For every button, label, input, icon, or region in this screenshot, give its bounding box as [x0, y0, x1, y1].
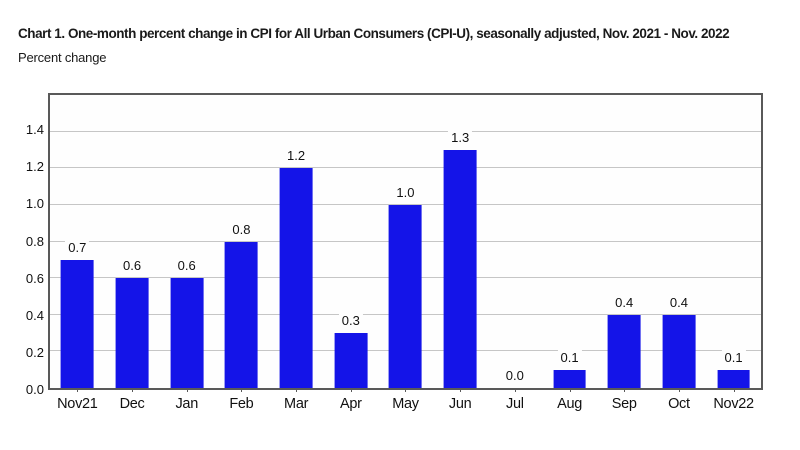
- bar-slot: 0.6 Dec: [105, 95, 160, 412]
- x-axis-tick-mark: [624, 388, 626, 392]
- bar-value-label: 0.4: [612, 294, 637, 310]
- bar-slot: 0.1 Nov22: [706, 95, 761, 412]
- x-axis-label: Oct: [668, 396, 690, 412]
- gridline: [50, 130, 761, 132]
- bar-slot: 0.3 Apr: [323, 95, 378, 412]
- x-axis-label: Mar: [284, 396, 309, 412]
- x-axis-label: Feb: [229, 396, 254, 412]
- bar: [389, 204, 422, 388]
- bar-value-label: 0.7: [65, 239, 90, 255]
- x-axis-tick-mark: [733, 388, 735, 392]
- bar-value-label: 0.3: [338, 313, 363, 329]
- y-axis-tick-label: 1.2: [25, 159, 44, 175]
- y-axis-tick-label: 1.4: [25, 122, 44, 138]
- x-axis-tick-mark: [405, 388, 407, 392]
- bar-slot: 1.2 Mar: [269, 95, 324, 412]
- x-axis-tick-mark: [350, 388, 352, 392]
- y-axis-tick-label: 0.2: [25, 344, 44, 360]
- bar: [279, 168, 313, 388]
- bar: [717, 369, 750, 388]
- x-axis-tick-mark: [77, 388, 79, 392]
- bar-value-label: 0.6: [174, 258, 199, 274]
- y-axis: 0.0 0.2 0.4 0.6 0.8 1.0 1.2 1.4: [0, 93, 44, 397]
- x-axis-label: Nov22: [713, 396, 754, 412]
- y-axis-tick-label: 0.6: [25, 270, 44, 286]
- y-axis-tick-label: 0.0: [25, 382, 44, 397]
- bar-value-label: 1.2: [284, 148, 309, 164]
- bar-value-label: 0.0: [502, 368, 527, 383]
- x-axis-label: May: [392, 396, 419, 412]
- x-axis-label: Nov21: [57, 396, 98, 412]
- y-axis-tick-label: 0.4: [25, 307, 44, 323]
- x-axis-tick-mark: [132, 388, 134, 392]
- bar-series: 0.7 Nov21 0.6 Dec 0.6 Jan 0.8 Feb 1.2 Mar 0.3 Apr 1.…: [50, 95, 761, 412]
- bar-slot: 0.6 Jan: [159, 95, 214, 412]
- x-axis-label: Apr: [339, 396, 362, 412]
- bar: [60, 259, 94, 388]
- bar-slot: 0.7 Nov21: [50, 95, 105, 412]
- x-axis-label: Sep: [611, 396, 637, 412]
- bar: [553, 369, 586, 388]
- x-axis-label: Jun: [448, 396, 472, 412]
- gridline: [50, 167, 761, 169]
- bar-value-label: 1.0: [393, 184, 418, 200]
- x-axis-tick-mark: [678, 388, 680, 392]
- bar: [115, 278, 149, 388]
- bar-value-label: 0.1: [557, 349, 582, 365]
- y-axis-tick-label: 1.0: [25, 196, 44, 212]
- bar-slot: 1.0 May: [378, 95, 433, 412]
- chart-title: Chart 1. One-month percent change in CPI…: [18, 26, 730, 41]
- x-axis-label: Aug: [557, 396, 582, 412]
- bar: [607, 314, 641, 388]
- x-axis-tick-mark: [241, 388, 243, 392]
- x-axis-tick-mark: [569, 388, 571, 392]
- bar-value-label: 1.3: [448, 129, 473, 145]
- x-axis-tick-mark: [296, 388, 298, 392]
- bar-value-label: 0.6: [119, 258, 145, 274]
- x-axis-label: Jul: [506, 396, 524, 412]
- bar: [170, 278, 204, 388]
- plot-area: 0.7 Nov21 0.6 Dec 0.6 Jan 0.8 Feb 1.2 Mar 0.3 Apr 1.…: [48, 93, 763, 412]
- bar: [662, 314, 696, 388]
- bar-value-label: 0.8: [229, 221, 254, 237]
- x-axis-tick-mark: [460, 388, 462, 392]
- bar-slot: 0.8 Feb: [214, 95, 269, 412]
- x-axis-tick-mark: [186, 388, 188, 392]
- bar-slot: 0.0 Jul: [488, 95, 543, 412]
- bar-slot: 0.1 Aug: [542, 95, 597, 412]
- bar: [443, 149, 477, 388]
- bar-slot: 1.3 Jun: [433, 95, 488, 412]
- y-axis-tick-label: 0.8: [25, 233, 44, 249]
- gridline: [50, 203, 761, 205]
- bar-value-label: 0.1: [721, 349, 746, 365]
- bar: [334, 333, 368, 388]
- x-axis-tick-mark: [514, 388, 516, 392]
- bar: [225, 241, 258, 388]
- x-axis-label: Jan: [175, 396, 198, 412]
- x-axis-label: Dec: [119, 396, 145, 412]
- chart-subtitle: Percent change: [18, 50, 107, 65]
- bar-slot: 0.4 Oct: [652, 95, 707, 412]
- bar-slot: 0.4 Sep: [597, 95, 652, 412]
- bar-value-label: 0.4: [666, 294, 691, 310]
